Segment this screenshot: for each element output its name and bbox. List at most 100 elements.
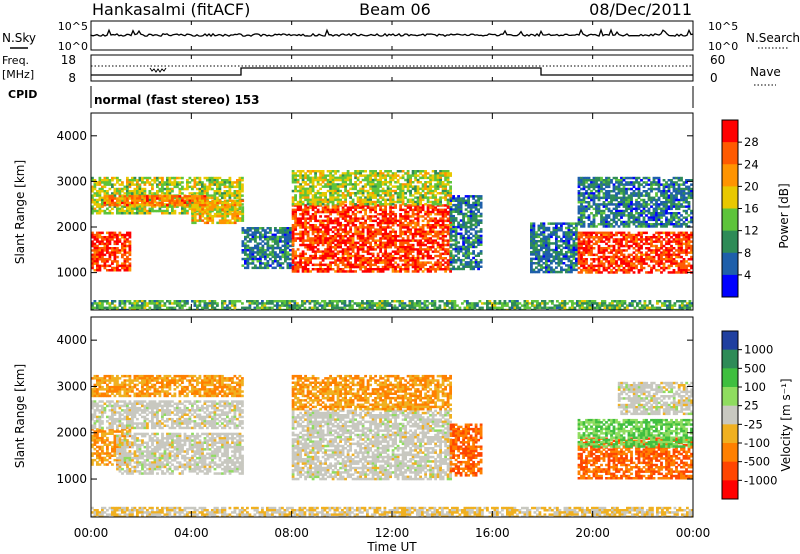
power-cell bbox=[394, 213, 397, 216]
power-cell bbox=[304, 232, 307, 236]
power-cell bbox=[228, 208, 232, 211]
power-cell bbox=[677, 271, 681, 274]
power-cell bbox=[326, 228, 330, 231]
power-cell bbox=[474, 199, 478, 202]
power-cell bbox=[530, 229, 533, 232]
power-cell bbox=[590, 266, 593, 270]
power-cell bbox=[399, 217, 402, 220]
power-cell bbox=[434, 213, 437, 216]
power-cell bbox=[156, 195, 159, 198]
power-cell bbox=[228, 219, 232, 222]
power-cell bbox=[680, 262, 683, 265]
power-cell bbox=[261, 262, 265, 265]
power-cell bbox=[537, 257, 541, 261]
power-cell bbox=[201, 212, 205, 216]
power-cell bbox=[339, 194, 342, 197]
power-cell bbox=[284, 242, 287, 245]
power-cell bbox=[477, 234, 480, 238]
power-cell bbox=[404, 215, 407, 218]
power-cell bbox=[93, 238, 97, 241]
power-cell bbox=[386, 235, 390, 238]
power-cell bbox=[314, 239, 317, 242]
power-cell bbox=[547, 242, 551, 245]
power-cell bbox=[329, 221, 332, 225]
power-cell bbox=[419, 210, 422, 214]
power-cell bbox=[299, 196, 302, 199]
cpid-text: normal (fast stereo) 153 bbox=[94, 93, 260, 107]
power-cell bbox=[454, 247, 458, 251]
power-cell bbox=[441, 185, 445, 188]
power-cell bbox=[632, 242, 636, 246]
power-cell bbox=[359, 230, 362, 234]
power-cell bbox=[632, 238, 636, 241]
power-cell bbox=[281, 235, 285, 239]
power-cell bbox=[421, 232, 425, 236]
power-cell bbox=[324, 208, 327, 212]
power-cell bbox=[264, 231, 267, 234]
power-cell bbox=[575, 224, 578, 228]
power-cell bbox=[439, 192, 442, 195]
power-cell bbox=[331, 268, 335, 271]
power-cell bbox=[449, 187, 452, 191]
power-cell bbox=[401, 232, 405, 236]
power-cell bbox=[309, 215, 312, 218]
power-cell bbox=[602, 247, 606, 250]
power-cell bbox=[329, 261, 332, 264]
power-cell bbox=[226, 185, 229, 189]
power-cell bbox=[216, 176, 219, 180]
power-cell bbox=[670, 255, 673, 259]
power-cell bbox=[334, 237, 337, 240]
power-cell bbox=[241, 217, 245, 220]
power-cell bbox=[537, 226, 541, 230]
power-cell bbox=[241, 242, 245, 245]
power-cell bbox=[356, 210, 360, 214]
power-cell bbox=[404, 224, 407, 227]
power-cell bbox=[111, 179, 114, 182]
power-cell bbox=[306, 206, 310, 209]
power-cell bbox=[386, 189, 390, 193]
power-cell bbox=[545, 229, 548, 232]
power-cell bbox=[426, 185, 430, 188]
power-cell bbox=[535, 246, 538, 250]
power-cell bbox=[236, 201, 240, 205]
power-cell bbox=[552, 226, 556, 230]
power-cell bbox=[294, 213, 297, 216]
power-cell bbox=[324, 196, 327, 199]
power-cell bbox=[101, 238, 104, 241]
power-cell bbox=[301, 268, 305, 271]
power-cell bbox=[409, 189, 412, 193]
power-cell bbox=[158, 194, 162, 197]
power-cell bbox=[540, 237, 543, 241]
power-cell bbox=[346, 208, 350, 212]
power-cell bbox=[148, 190, 152, 193]
power-cell bbox=[647, 264, 651, 268]
power-cell bbox=[434, 194, 437, 197]
power-cell bbox=[271, 249, 275, 252]
power-cell bbox=[449, 217, 453, 220]
power-cell bbox=[231, 199, 235, 203]
power-cell bbox=[401, 215, 405, 218]
power-cell bbox=[391, 257, 395, 260]
power-cell bbox=[351, 217, 355, 220]
nsearch-tick-top: 10^5 bbox=[708, 20, 738, 33]
power-cell bbox=[434, 196, 437, 199]
power-cell bbox=[612, 249, 616, 252]
power-cell bbox=[660, 242, 663, 246]
power-cell bbox=[326, 210, 330, 214]
power-cell bbox=[346, 170, 350, 173]
power-cell bbox=[233, 210, 237, 214]
power-cell bbox=[296, 232, 300, 236]
power-cell bbox=[537, 268, 541, 272]
power-cell bbox=[429, 210, 432, 214]
power-cell bbox=[401, 250, 405, 253]
power-cell bbox=[213, 190, 217, 193]
power-cell bbox=[374, 241, 377, 245]
power-cell bbox=[331, 200, 335, 204]
power-cell bbox=[356, 200, 360, 204]
power-cell bbox=[296, 189, 300, 193]
power-cell bbox=[266, 238, 270, 241]
power-cell bbox=[196, 192, 199, 195]
power-cell bbox=[547, 222, 551, 225]
power-cell bbox=[366, 192, 370, 195]
power-cell bbox=[271, 246, 275, 250]
